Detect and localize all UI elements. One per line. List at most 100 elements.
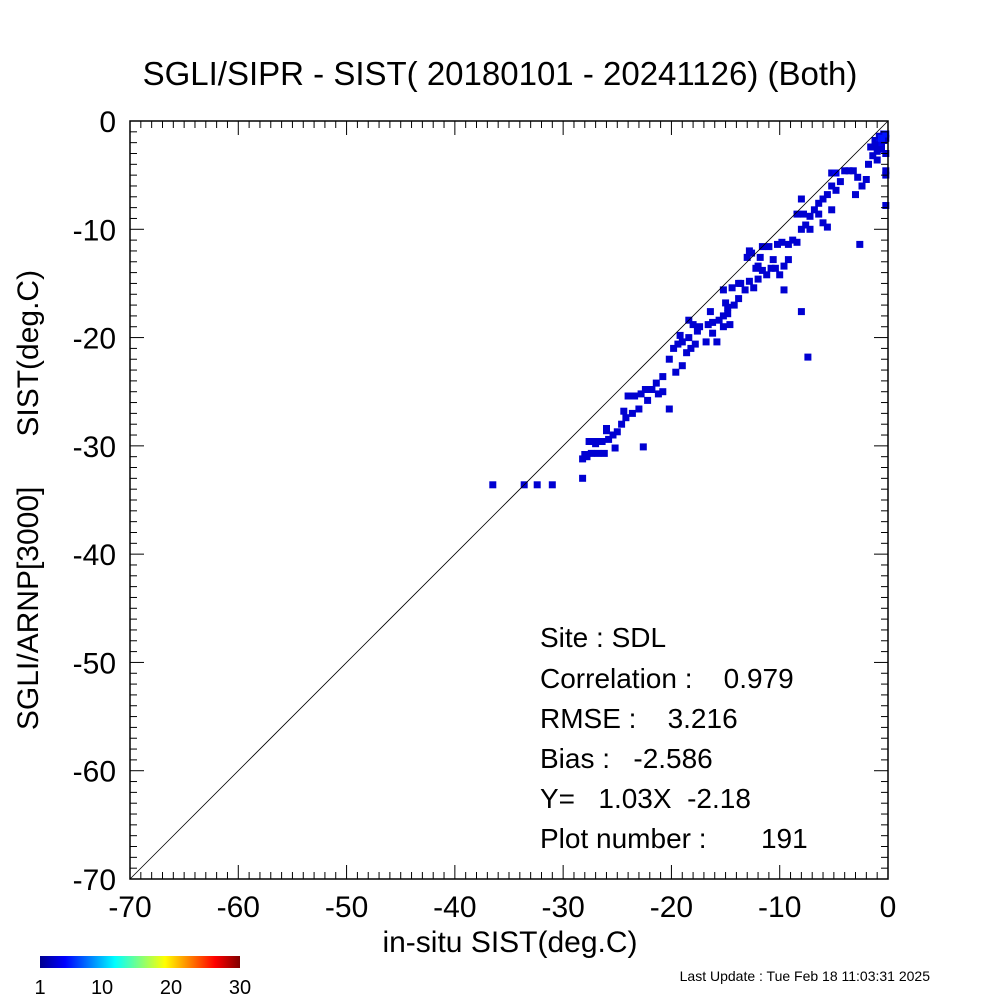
x-tick-label: -60 [217, 891, 260, 924]
axis-tick-labels: -70 -60 -50 -40 -30 -20 -10 0 -70 -60 -50 -40 -30 -20… [73, 106, 897, 924]
density-cell-57 [724, 310, 732, 318]
density-cell-5 [579, 455, 587, 463]
density-cell-119 [882, 202, 890, 209]
density-cell-79 [765, 243, 773, 251]
density-cell-69 [758, 266, 766, 274]
density-cell-65 [741, 286, 749, 294]
density-cell-89 [800, 210, 807, 218]
last-update-text: Last Update : Tue Feb 18 11:03:31 2025 [679, 968, 930, 984]
density-cell-138 [882, 130, 890, 138]
density-cell-136 [873, 156, 881, 164]
density-cell-23 [635, 405, 643, 413]
colorbar-tick-label: 20 [160, 977, 182, 999]
density-cell-146 [754, 262, 762, 270]
density-cell-81 [774, 240, 781, 248]
colorbar-tick-label: 10 [91, 977, 113, 999]
density-cell-137 [878, 134, 885, 142]
density-cell-82 [778, 238, 786, 246]
density-cell-100 [836, 178, 844, 186]
density-cell-144 [581, 451, 589, 458]
stats-fit: Y= 1.03X -2.18 [540, 783, 751, 814]
density-cell-21 [611, 444, 619, 452]
density-cell-127 [745, 247, 753, 255]
density-cell-106 [862, 176, 870, 183]
density-cell-143 [592, 440, 600, 448]
density-cell-25 [631, 392, 639, 400]
density-cell-56 [719, 312, 727, 320]
density-cell-13 [605, 435, 613, 443]
density-cell-62 [735, 295, 743, 303]
density-cell-20 [628, 409, 636, 417]
density-cell-29 [644, 396, 652, 404]
density-cell-126 [743, 253, 751, 261]
density-cell-128 [806, 225, 814, 233]
density-cell-26 [637, 390, 645, 398]
density-cell-0 [489, 481, 497, 489]
stats-plot-number: Plot number : 191 [540, 823, 808, 854]
density-cell-105 [858, 182, 866, 190]
density-cell-37 [670, 344, 678, 352]
density-cell-50 [709, 329, 717, 337]
density-cell-35 [672, 368, 680, 376]
x-tick-label: 0 [880, 891, 897, 924]
y-tick-label: -30 [73, 431, 116, 464]
density-cell-74 [780, 286, 788, 294]
density-cells [489, 130, 890, 489]
density-cell-135 [871, 141, 879, 149]
density-cell-104 [854, 173, 862, 181]
density-cell-66 [745, 277, 753, 285]
density-cell-53 [715, 316, 723, 324]
density-cell-39 [678, 338, 686, 346]
density-cell-120 [856, 240, 864, 248]
density-cell-44 [691, 340, 699, 348]
density-cell-115 [878, 145, 885, 153]
density-cell-49 [704, 321, 712, 329]
density-cell-61 [730, 301, 738, 309]
x-axis-label: in-situ SIST(deg.C) [382, 926, 637, 959]
y-tick-label: -70 [73, 864, 116, 897]
density-cell-107 [865, 160, 872, 168]
density-cell-142 [620, 407, 628, 415]
density-cell-14 [609, 431, 617, 439]
density-cell-72 [771, 264, 779, 272]
density-cell-88 [793, 210, 801, 218]
density-cell-12 [598, 438, 606, 445]
density-cell-102 [845, 167, 853, 175]
stats-site: Site : SDL [540, 622, 666, 653]
density-cell-130 [852, 191, 859, 199]
density-cell-80 [769, 256, 777, 264]
density-cell-97 [823, 191, 831, 199]
density-cell-145 [696, 323, 704, 331]
density-cell-17 [613, 428, 621, 436]
density-cell-43 [685, 334, 693, 342]
density-cell-98 [828, 182, 836, 190]
density-cell-77 [756, 253, 764, 261]
y-tick-label: -50 [73, 647, 116, 680]
x-tick-label: -50 [325, 891, 368, 924]
chart-title: SGLI/SIPR - SIST( 20180101 - 20241126) (… [142, 55, 858, 92]
density-cell-55 [726, 321, 734, 329]
density-cell-58 [719, 286, 727, 294]
colorbar-gradient [40, 956, 240, 968]
density-cell-95 [828, 206, 836, 214]
density-cell-7 [587, 449, 595, 457]
density-cell-4 [579, 474, 587, 482]
density-cell-147 [815, 199, 823, 207]
density-cell-38 [674, 340, 682, 348]
density-cell-36 [678, 362, 686, 370]
density-cell-30 [654, 390, 662, 398]
colorbar-tick-label: 1 [34, 977, 45, 999]
y-tick-label: 0 [99, 106, 116, 139]
density-cell-60 [724, 303, 732, 311]
density-cell-114 [871, 137, 879, 144]
stats-bias: Bias : -2.586 [540, 743, 713, 774]
density-cell-10 [585, 438, 593, 445]
density-cell-96 [819, 195, 827, 203]
density-cell-94 [823, 223, 831, 231]
density-cell-68 [754, 275, 762, 283]
stats-rmse: RMSE : 3.216 [540, 703, 738, 734]
density-cell-24 [624, 392, 632, 400]
y-tick-label: -60 [73, 756, 116, 789]
x-tick-label: -30 [541, 891, 584, 924]
